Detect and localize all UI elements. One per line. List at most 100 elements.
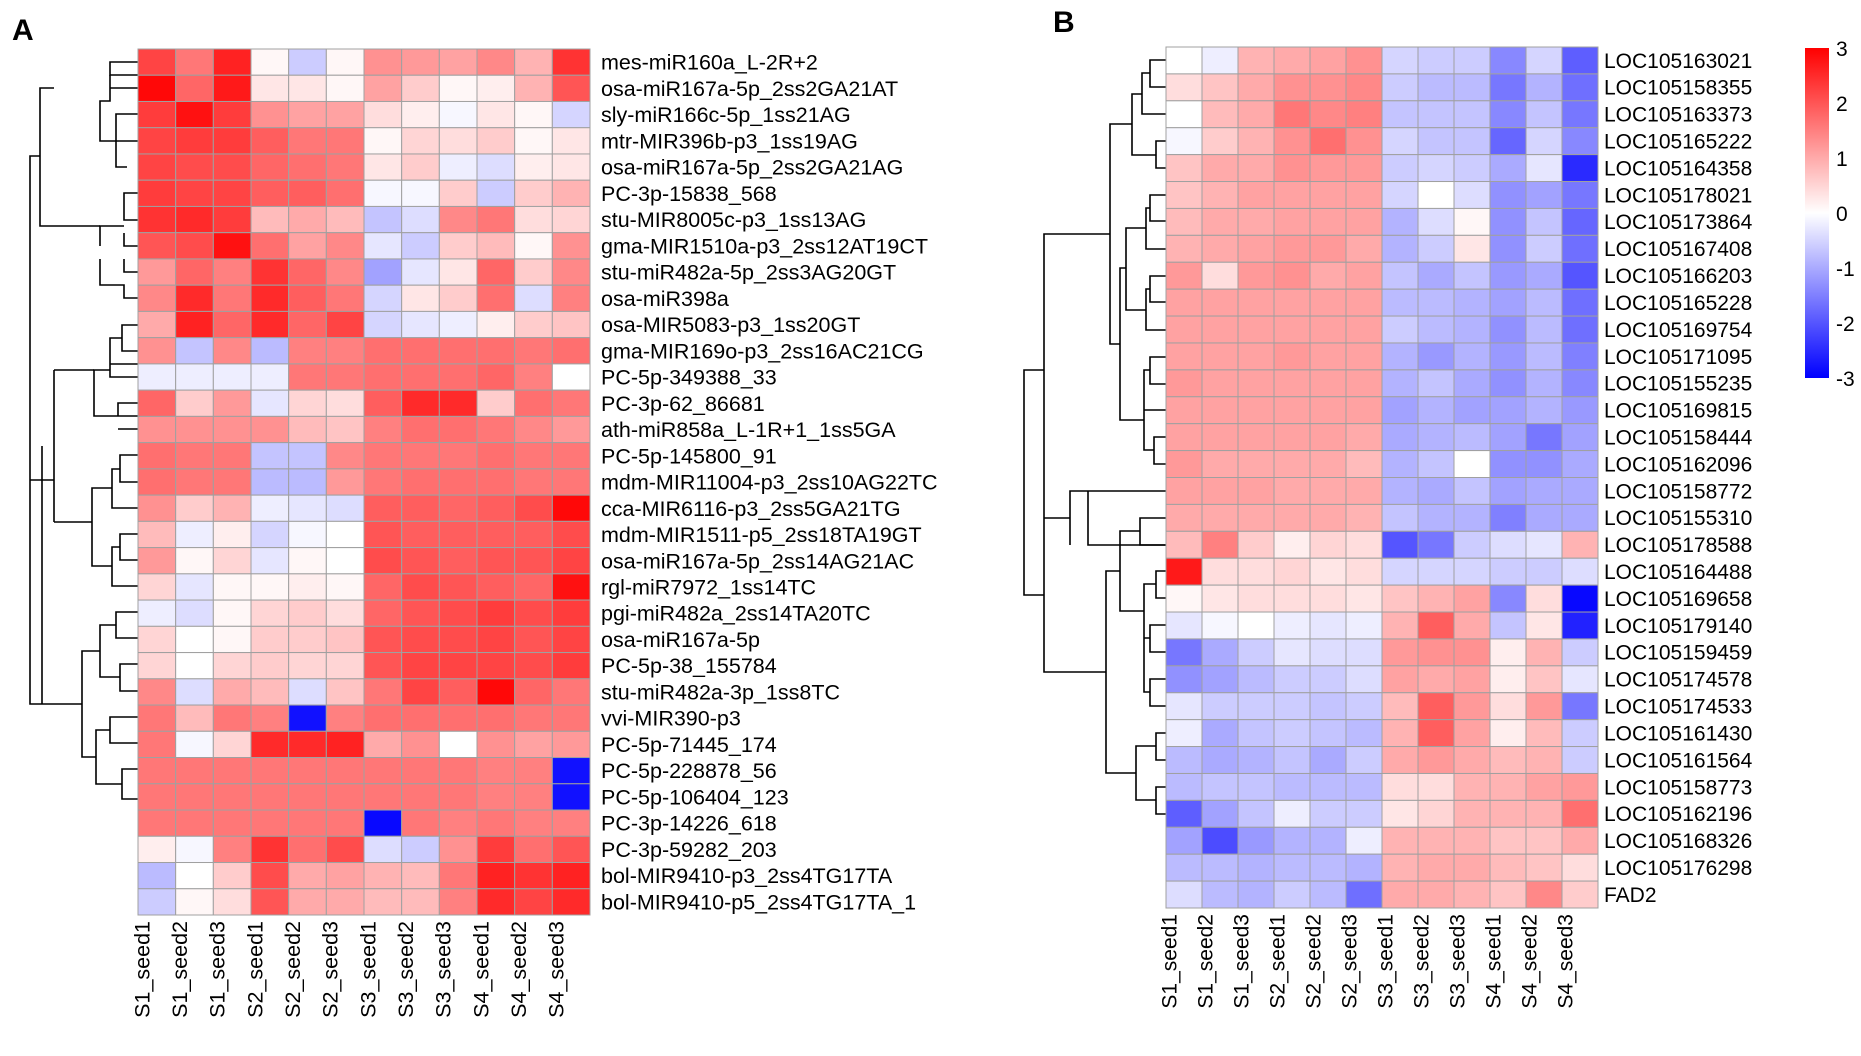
panel-b-cell-r28-c4 [1273, 772, 1311, 801]
panel-a-cell-r25-c8 [401, 678, 440, 706]
panel-b-cell-r20-c5 [1309, 557, 1347, 586]
panel-b-cell-r8-c7 [1381, 234, 1419, 263]
panel-a-cell-r1-c11 [514, 48, 553, 76]
legend-tick-label: -1 [1836, 258, 1855, 281]
panel-b-cell-r2-c10 [1489, 73, 1527, 102]
panel-a-cell-r27-c10 [476, 730, 516, 759]
panel-a-cell-r14-c5 [288, 389, 327, 417]
panel-a-cell-r1-c4 [250, 48, 290, 76]
panel-a-cell-r20-c4 [250, 547, 290, 575]
panel-b-cell-r32-c4 [1273, 880, 1311, 909]
panel-b-cell-r8-c6 [1345, 234, 1383, 263]
panel-a-cell-r16-c8 [401, 442, 440, 470]
panel-a-cell-r9-c2 [175, 258, 214, 286]
panel-a-cell-r24-c8 [401, 652, 440, 680]
panel-b-cell-r31-c12 [1561, 853, 1599, 882]
panel-a-column-label: S4_seed2 [507, 921, 531, 1018]
panel-a-cell-r23-c1 [137, 625, 177, 654]
panel-b-cell-r4-c12 [1561, 127, 1599, 156]
panel-a-cell-r14-c6 [325, 389, 365, 417]
panel-b-cell-r4-c6 [1345, 127, 1383, 156]
panel-a-cell-r6-c12 [551, 179, 591, 207]
panel-b-cell-r11-c3 [1237, 315, 1275, 344]
panel-a-cell-r22-c12 [551, 599, 591, 627]
panel-b-cell-r3-c11 [1525, 100, 1563, 129]
panel-a-cell-r2-c7 [363, 74, 403, 102]
panel-b-cell-r23-c4 [1273, 638, 1311, 667]
panel-b-cell-r15-c8 [1417, 423, 1455, 452]
panel-b-cell-r30-c12 [1561, 826, 1599, 855]
panel-a-cell-r25-c1 [137, 678, 177, 706]
panel-a-row-label: PC-3p-62_86681 [601, 392, 765, 416]
panel-b-cell-r6-c12 [1561, 181, 1599, 209]
panel-b-column-label: S2_seed2 [1303, 914, 1326, 1009]
panel-b-cell-r10-c5 [1309, 288, 1347, 317]
panel-a-cell-r20-c6 [325, 547, 365, 575]
panel-b-cell-r30-c5 [1309, 826, 1347, 855]
panel-a-cell-r33-c9 [438, 888, 478, 916]
panel-a-cell-r11-c8 [401, 310, 440, 339]
panel-b-row-label: LOC105161430 [1604, 722, 1752, 745]
panel-b-cell-r28-c5 [1309, 772, 1347, 801]
panel-b-cell-r20-c1 [1165, 557, 1203, 586]
panel-b-cell-r14-c8 [1417, 396, 1455, 425]
panel-a-cell-r19-c8 [401, 520, 440, 549]
panel-a-cell-r31-c5 [288, 835, 327, 864]
panel-b-cell-r4-c4 [1273, 127, 1311, 156]
panel-a-column-label: S3_seed1 [356, 921, 380, 1018]
panel-a-cell-r3-c9 [438, 100, 478, 129]
panel-b-cell-r11-c2 [1201, 315, 1239, 344]
panel-a-row-label: osa-miR167a-5p [601, 628, 760, 652]
panel-a-cell-r9-c9 [438, 258, 478, 286]
panel-b-cell-r25-c12 [1561, 692, 1599, 721]
panel-b-cell-r9-c10 [1489, 261, 1527, 290]
panel-a-cell-r5-c1 [137, 153, 177, 181]
panel-b-cell-r24-c7 [1381, 665, 1419, 694]
panel-b-cell-r6-c6 [1345, 181, 1383, 209]
panel-b-cell-r1-c6 [1345, 46, 1383, 75]
panel-b-cell-r18-c8 [1417, 503, 1455, 532]
panel-a-cell-r21-c1 [137, 573, 177, 601]
panel-a-cell-r12-c7 [363, 337, 403, 365]
panel-a-cell-r19-c7 [363, 520, 403, 549]
panel-b-cell-r17-c6 [1345, 477, 1383, 505]
panel-b-row-label: LOC105163021 [1604, 50, 1752, 73]
panel-b-cell-r14-c7 [1381, 396, 1419, 425]
panel-b-cell-r28-c6 [1345, 772, 1383, 801]
panel-b-cell-r3-c6 [1345, 100, 1383, 129]
panel-a-cell-r29-c8 [401, 783, 440, 811]
panel-a-row-label: bol-MIR9410-p3_2ss4TG17TA [601, 864, 893, 888]
panel-a-cell-r23-c6 [325, 625, 365, 654]
panel-b-cell-r11-c9 [1453, 315, 1491, 344]
panel-a-cell-r8-c2 [175, 232, 214, 260]
panel-b-cell-r1-c4 [1273, 46, 1311, 75]
panel-a-cell-r10-c7 [363, 284, 403, 312]
panel-a-cell-r11-c4 [250, 310, 290, 339]
panel-b-cell-r17-c7 [1381, 477, 1419, 505]
panel-a-cell-r5-c11 [514, 153, 553, 181]
panel-a-cell-r7-c7 [363, 205, 403, 234]
panel-a-cell-r11-c3 [212, 310, 252, 339]
panel-b-cell-r5-c6 [1345, 154, 1383, 183]
panel-b-cell-r22-c12 [1561, 611, 1599, 640]
panel-b-cell-r3-c9 [1453, 100, 1491, 129]
panel-b-cell-r15-c6 [1345, 423, 1383, 452]
panel-a-row-label: osa-miR167a-5p_2ss14AG21AC [601, 549, 914, 573]
panel-a-cell-r18-c7 [363, 494, 403, 522]
panel-b-cell-r11-c1 [1165, 315, 1203, 344]
panel-b-cell-r32-c12 [1561, 880, 1599, 909]
panel-a-cell-r8-c10 [476, 232, 516, 260]
panel-b-cell-r18-c10 [1489, 503, 1527, 532]
panel-a-cell-r13-c5 [288, 363, 327, 391]
panel-b-column-label: S1_seed1 [1159, 914, 1182, 1009]
panel-b-cell-r32-c8 [1417, 880, 1455, 909]
panel-a-cell-r31-c11 [514, 835, 553, 864]
panel-b-cell-r7-c8 [1417, 207, 1455, 236]
panel-b-row-label: LOC105159459 [1604, 642, 1752, 665]
panel-b-cell-r29-c7 [1381, 799, 1419, 828]
panel-b-cell-r5-c11 [1525, 154, 1563, 183]
panel-a-cell-r27-c4 [250, 730, 290, 759]
panel-b-cell-r16-c5 [1309, 450, 1347, 478]
panel-b-cell-r7-c2 [1201, 207, 1239, 236]
panel-a-cell-r17-c6 [325, 468, 365, 496]
